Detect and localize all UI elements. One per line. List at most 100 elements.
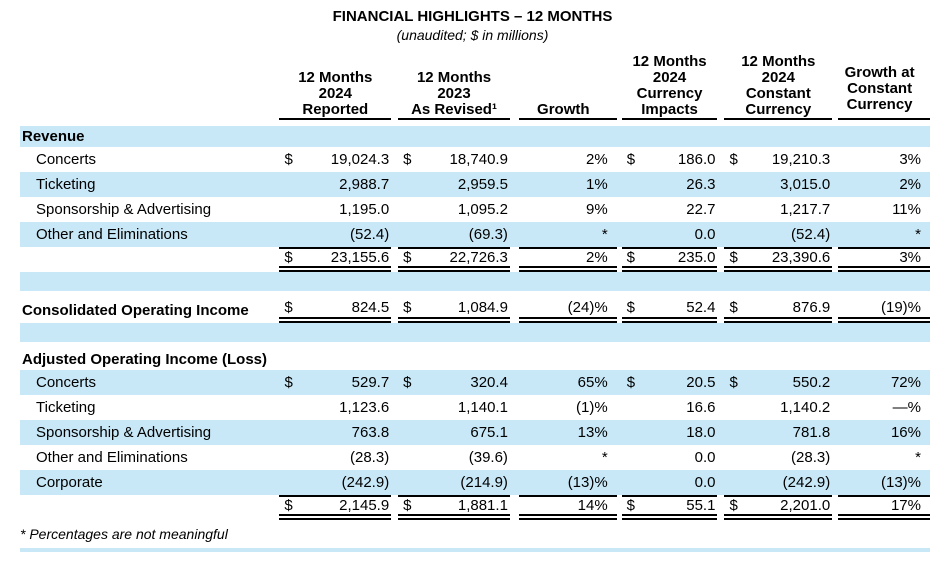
value: 1,095.2 bbox=[457, 201, 508, 218]
value: 675.1 bbox=[470, 424, 508, 441]
table-row-aoi-other: Other and Eliminations (28.3) (39.6) * 0… bbox=[20, 445, 930, 470]
value: 529.7 bbox=[351, 374, 390, 391]
col-gap bbox=[717, 298, 724, 323]
table-row-revenue-total: $23,155.6 $22,726.3 2% $235.0 $23,390.6 … bbox=[20, 247, 930, 272]
value: 55.1 bbox=[686, 497, 716, 514]
cell-2023-revised: $320.4 bbox=[398, 370, 510, 395]
value: 550.2 bbox=[792, 374, 831, 391]
value: 26.3 bbox=[686, 176, 716, 193]
dollar-sign: $ bbox=[626, 151, 636, 168]
col-gap bbox=[510, 470, 519, 495]
cell-2024-reported: $19,024.3 bbox=[279, 147, 391, 172]
col-gap bbox=[391, 370, 398, 395]
value: 19,024.3 bbox=[330, 151, 390, 168]
col-gap bbox=[510, 370, 519, 395]
cell-2024-reported: (52.4) bbox=[279, 222, 391, 247]
section-label: Revenue bbox=[22, 128, 85, 145]
cell-currency-impacts: 16.6 bbox=[622, 395, 718, 420]
value: 1,881.1 bbox=[457, 497, 508, 514]
row-label: Other and Eliminations bbox=[36, 449, 188, 466]
column-header-growth-constant-currency: Growth at Constant Currency bbox=[838, 50, 930, 120]
cell-growth-constant: * bbox=[915, 226, 921, 243]
cell-2023-revised: (69.3) bbox=[398, 222, 510, 247]
cell-growth: (1)% bbox=[576, 399, 608, 416]
bottom-highlight-bar bbox=[20, 548, 930, 552]
cell-currency-impacts: $52.4 bbox=[621, 298, 718, 323]
section-header-revenue: Revenue bbox=[20, 126, 930, 147]
col-gap bbox=[391, 445, 398, 470]
value: 0.0 bbox=[694, 474, 716, 491]
cell-growth: 65% bbox=[577, 374, 608, 391]
cell-2023-revised: $1,881.1 bbox=[398, 495, 510, 520]
row-label bbox=[20, 495, 279, 520]
cell-currency-impacts: 0.0 bbox=[622, 222, 718, 247]
col-gap bbox=[391, 247, 398, 272]
col-gap bbox=[717, 495, 724, 520]
cell-constant-currency: (28.3) bbox=[724, 445, 832, 470]
cell-growth: 1% bbox=[586, 176, 608, 193]
table-row-revenue-other: Other and Eliminations (52.4) (69.3) * 0… bbox=[20, 222, 930, 247]
cell-constant-currency: $19,210.3 bbox=[724, 147, 832, 172]
dollar-sign: $ bbox=[729, 497, 738, 514]
table-row-consolidated-operating-income: Consolidated Operating Income $824.5 $1,… bbox=[20, 298, 930, 323]
value: 18.0 bbox=[686, 424, 716, 441]
dollar-sign: $ bbox=[403, 151, 412, 168]
row-label: Sponsorship & Advertising bbox=[36, 201, 212, 218]
value: 20.5 bbox=[686, 374, 716, 391]
cell-currency-impacts: 0.0 bbox=[622, 445, 718, 470]
value: (52.4) bbox=[791, 226, 831, 243]
cell-growth: 2% bbox=[518, 247, 617, 272]
cell-2023-revised: 1,140.1 bbox=[398, 395, 510, 420]
value: (28.3) bbox=[791, 449, 831, 466]
cell-2024-reported: 763.8 bbox=[279, 420, 391, 445]
cell-growth-constant: 2% bbox=[899, 176, 921, 193]
col-gap bbox=[510, 495, 519, 520]
dollar-sign: $ bbox=[626, 249, 636, 266]
header-label-spacer bbox=[20, 50, 279, 120]
dollar-sign: $ bbox=[284, 249, 293, 266]
column-header-2023-revised: 12 Months 2023 As Revised¹ bbox=[398, 50, 510, 120]
col-gap bbox=[510, 445, 519, 470]
col-gap bbox=[391, 470, 398, 495]
dollar-sign: $ bbox=[729, 374, 738, 391]
empty-highlight-row bbox=[20, 272, 930, 291]
col-gap bbox=[391, 222, 398, 247]
col-gap bbox=[391, 50, 398, 120]
spacer-row bbox=[20, 342, 930, 349]
value: 2,201.0 bbox=[780, 497, 831, 514]
cell-2024-reported: (242.9) bbox=[279, 470, 391, 495]
dollar-sign: $ bbox=[403, 249, 412, 266]
col-gap bbox=[717, 197, 724, 222]
value: 3,015.0 bbox=[780, 176, 831, 193]
col-gap bbox=[391, 197, 398, 222]
page-subtitle: (unaudited; $ in millions) bbox=[396, 27, 549, 43]
col-gap bbox=[717, 50, 724, 120]
value: 1,195.0 bbox=[339, 201, 390, 218]
col-gap bbox=[717, 395, 724, 420]
value: 2,959.5 bbox=[457, 176, 508, 193]
cell-currency-impacts: $235.0 bbox=[621, 247, 718, 272]
cell-growth-constant: 16% bbox=[890, 424, 921, 441]
value: 18,740.9 bbox=[449, 151, 508, 168]
cell-growth: 9% bbox=[586, 201, 608, 218]
cell-constant-currency: $23,390.6 bbox=[724, 247, 833, 272]
cell-currency-impacts: $55.1 bbox=[621, 495, 718, 520]
cell-constant-currency: $550.2 bbox=[724, 370, 832, 395]
cell-2023-revised: $1,084.9 bbox=[398, 298, 510, 323]
value: 1,140.2 bbox=[780, 399, 831, 416]
col-gap bbox=[717, 172, 724, 197]
table-row-aoi-sponsorship: Sponsorship & Advertising 763.8 675.1 13… bbox=[20, 420, 930, 445]
column-header-constant-currency: 12 Months 2024 Constant Currency bbox=[724, 50, 833, 120]
cell-constant-currency: $876.9 bbox=[724, 298, 833, 323]
cell-2023-revised: 1,095.2 bbox=[398, 197, 510, 222]
value: 23,390.6 bbox=[771, 249, 831, 266]
cell-2024-reported: 2,988.7 bbox=[279, 172, 391, 197]
dollar-sign: $ bbox=[403, 299, 412, 316]
col-gap bbox=[391, 420, 398, 445]
cell-constant-currency: 1,140.2 bbox=[724, 395, 832, 420]
value: 1,140.1 bbox=[457, 399, 508, 416]
cell-growth: 14% bbox=[518, 495, 617, 520]
value: 22.7 bbox=[686, 201, 716, 218]
value: 235.0 bbox=[677, 249, 716, 266]
value: (52.4) bbox=[350, 226, 390, 243]
